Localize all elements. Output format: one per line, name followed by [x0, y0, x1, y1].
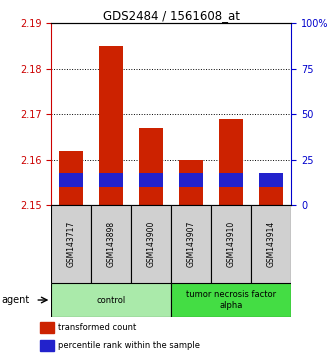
Bar — [179, 160, 203, 205]
Text: GSM143900: GSM143900 — [147, 221, 156, 268]
Text: control: control — [97, 296, 126, 304]
Bar — [99, 46, 123, 205]
Bar — [219, 173, 243, 187]
Text: tumor necrosis factor
alpha: tumor necrosis factor alpha — [186, 290, 276, 310]
Bar — [219, 119, 243, 205]
Bar — [171, 283, 291, 317]
Bar — [51, 205, 91, 283]
Bar — [211, 205, 251, 283]
Bar — [251, 205, 291, 283]
Text: GSM143898: GSM143898 — [107, 221, 116, 267]
Text: GSM143910: GSM143910 — [227, 221, 236, 267]
Bar — [59, 173, 83, 187]
Bar — [99, 173, 123, 187]
Bar — [171, 205, 211, 283]
Text: transformed count: transformed count — [58, 323, 136, 332]
Bar — [259, 173, 283, 205]
Bar — [259, 173, 283, 187]
Bar — [51, 283, 171, 317]
Title: GDS2484 / 1561608_at: GDS2484 / 1561608_at — [103, 9, 240, 22]
Text: GSM143717: GSM143717 — [67, 221, 76, 267]
Text: percentile rank within the sample: percentile rank within the sample — [58, 341, 200, 350]
Bar — [40, 340, 54, 352]
Bar — [139, 173, 163, 187]
Bar — [59, 150, 83, 205]
Bar — [91, 205, 131, 283]
Text: agent: agent — [2, 295, 30, 305]
Bar — [40, 322, 54, 333]
Bar — [131, 205, 171, 283]
Bar — [139, 128, 163, 205]
Bar — [179, 173, 203, 187]
Text: GSM143907: GSM143907 — [187, 221, 196, 268]
Text: GSM143914: GSM143914 — [267, 221, 276, 267]
